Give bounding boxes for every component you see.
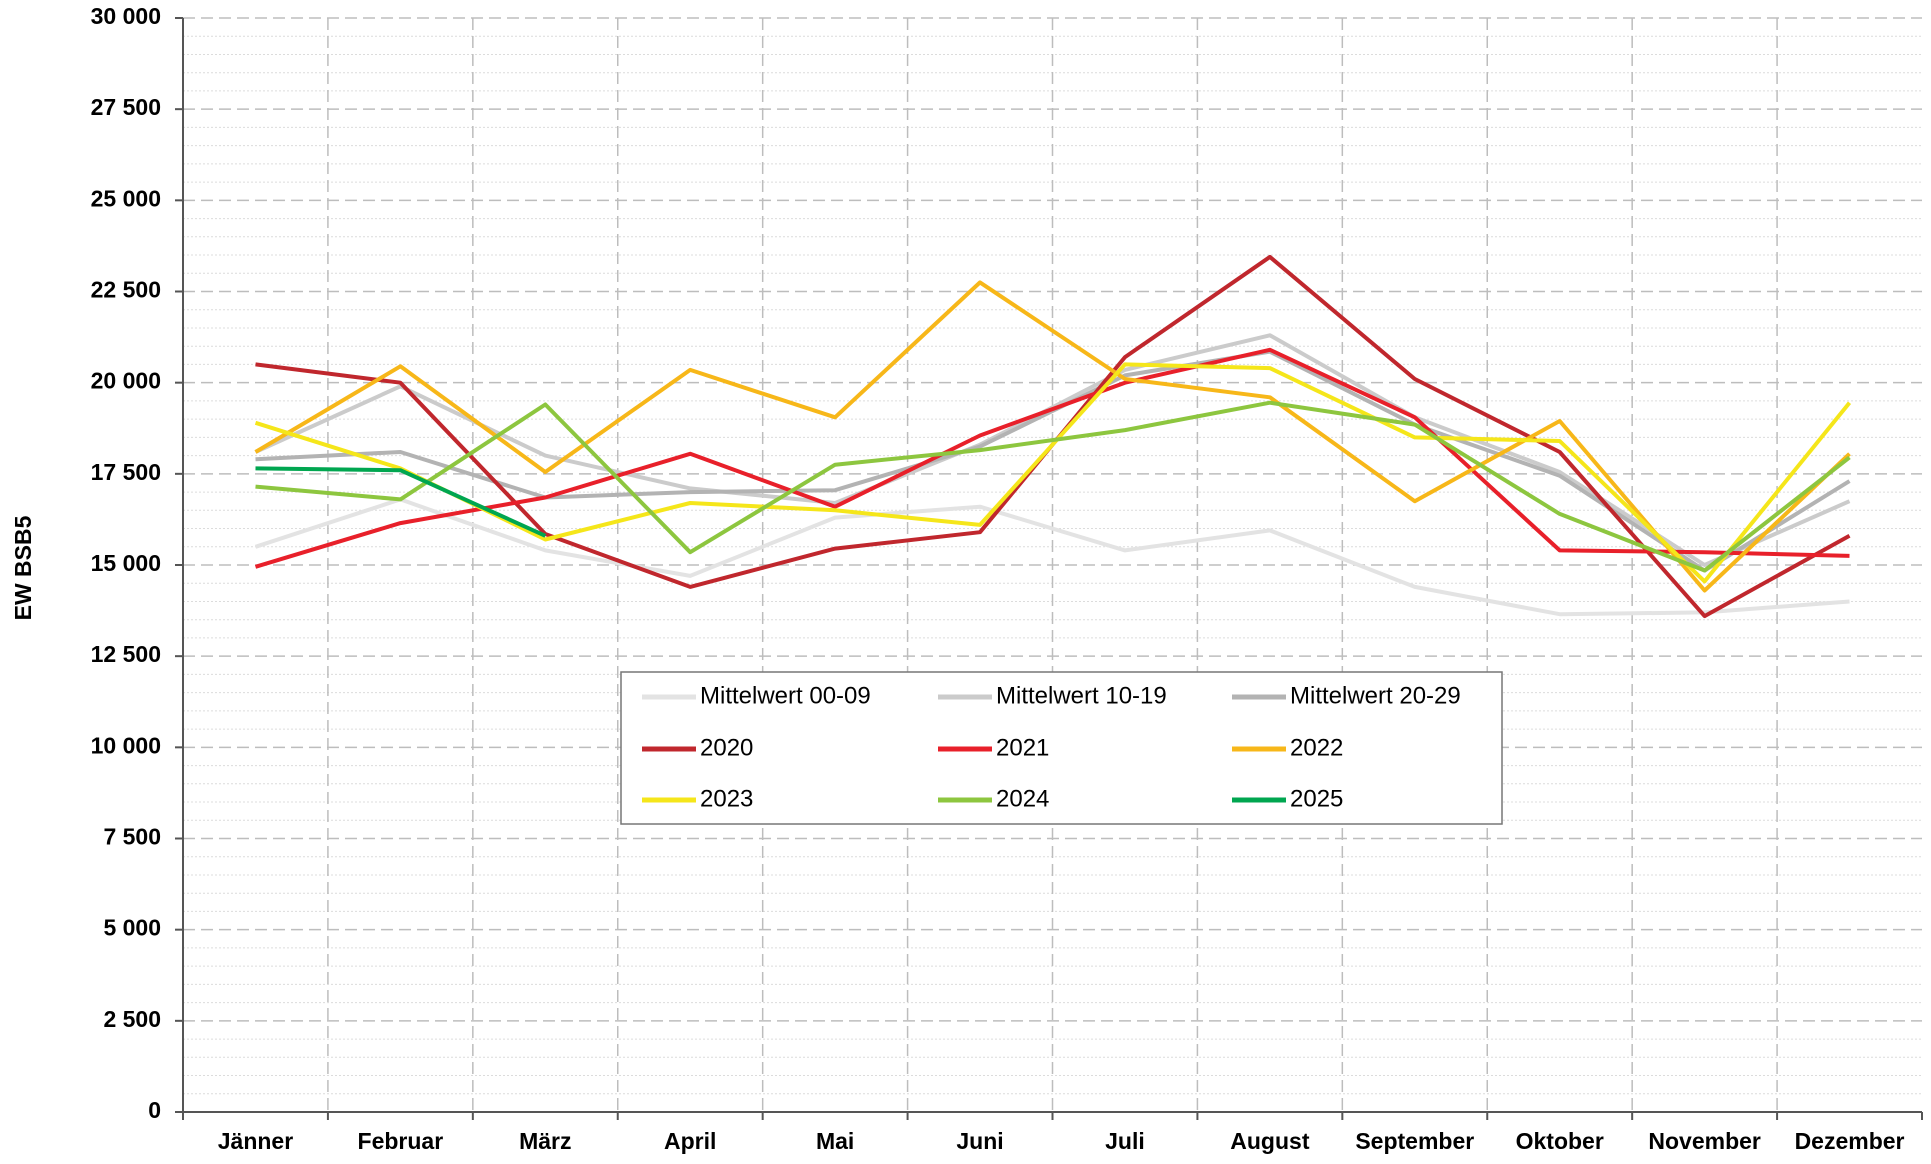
y-tick-label: 0 [148, 1097, 161, 1123]
legend-label: 2021 [996, 734, 1049, 761]
y-tick-label: 5 000 [103, 915, 161, 941]
y-tick-label: 25 000 [91, 185, 161, 211]
x-tick-label: September [1355, 1128, 1474, 1154]
series-line [255, 400, 1851, 573]
legend-label: Mittelwert 00-09 [700, 682, 871, 709]
x-tick-label: April [664, 1128, 716, 1154]
x-tick-label: Dezember [1795, 1128, 1905, 1154]
legend-label: 2023 [700, 785, 753, 812]
series-line [254, 347, 1850, 569]
series-line [255, 466, 547, 538]
legend-box [620, 671, 1503, 825]
y-tick-label: 30 000 [91, 3, 161, 29]
y-tick-label: 22 500 [91, 277, 161, 303]
y-tick-label: 15 000 [91, 550, 161, 576]
x-tick-label: Mai [816, 1128, 854, 1154]
x-tick-label: Juli [1105, 1128, 1145, 1154]
legend-label: Mittelwert 10-19 [996, 682, 1167, 709]
y-tick-label: 2 500 [103, 1006, 161, 1032]
x-tick-label: Oktober [1516, 1128, 1604, 1154]
y-tick-label: 20 000 [91, 368, 161, 394]
legend-label: 2022 [1290, 734, 1343, 761]
y-tick-label: 17 500 [91, 459, 161, 485]
x-tick-label: März [519, 1128, 571, 1154]
y-axis-label: EW BSB5 [10, 515, 36, 620]
series-line [254, 280, 1851, 593]
x-tick-label: Februar [358, 1128, 444, 1154]
y-tick-label: 27 500 [91, 94, 161, 120]
x-tick-label: November [1648, 1128, 1761, 1154]
x-tick-label: Jänner [218, 1128, 293, 1154]
x-tick-label: August [1230, 1128, 1310, 1154]
series-line [254, 362, 1852, 584]
series-line [254, 497, 1850, 617]
legend-label: Mittelwert 20-29 [1290, 682, 1461, 709]
legend-label: 2024 [996, 785, 1049, 812]
x-tick-label: Juni [956, 1128, 1003, 1154]
y-tick-label: 10 000 [91, 732, 161, 758]
y-tick-label: 12 500 [91, 641, 161, 667]
legend-label: 2025 [1290, 785, 1343, 812]
y-tick-label: 7 500 [103, 824, 161, 850]
legend-label: 2020 [700, 734, 753, 761]
